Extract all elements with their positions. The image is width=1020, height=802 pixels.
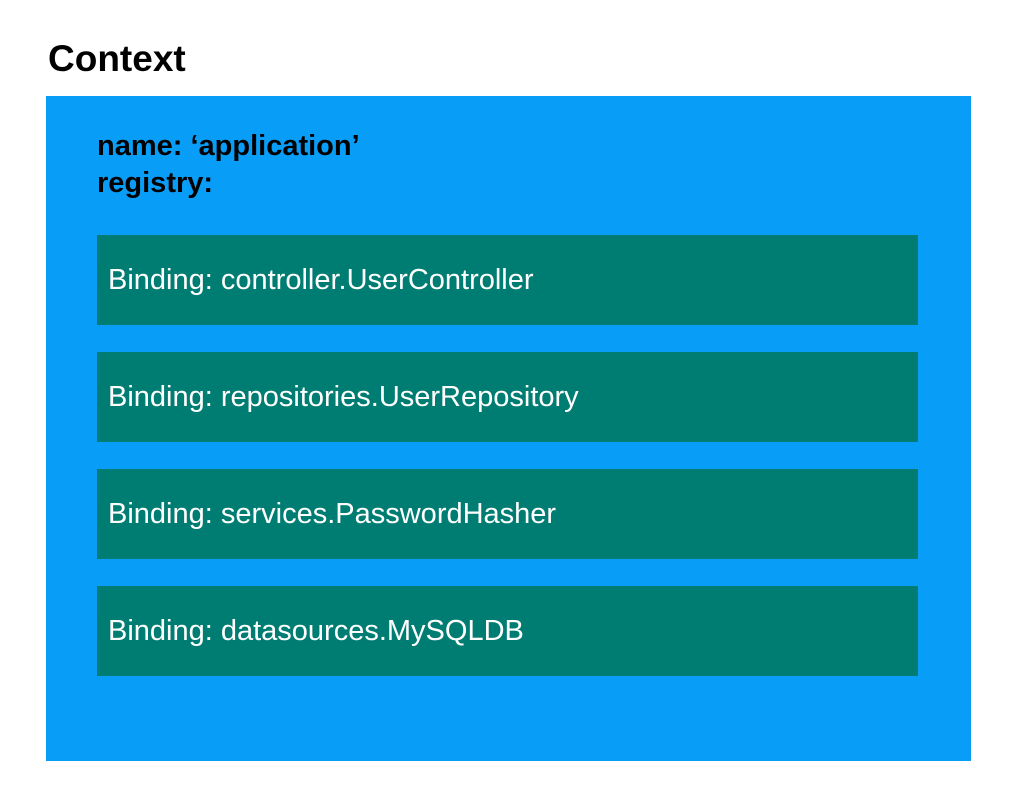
binding-box-user-controller: Binding: controller.UserController xyxy=(97,235,918,325)
binding-label: Binding: repositories.UserRepository xyxy=(108,380,579,413)
binding-label: Binding: services.PasswordHasher xyxy=(108,497,557,530)
binding-list: Binding: controller.UserController Bindi… xyxy=(46,235,971,676)
context-name-property: name: ‘application’ xyxy=(97,130,360,162)
page-title: Context xyxy=(48,38,186,79)
context-container: name: ‘application’ registry: Binding: c… xyxy=(46,96,971,761)
binding-label: Binding: controller.UserController xyxy=(108,263,534,296)
binding-box-mysql-db: Binding: datasources.MySQLDB xyxy=(97,586,918,676)
binding-box-password-hasher: Binding: services.PasswordHasher xyxy=(97,469,918,559)
context-properties: name: ‘application’ registry: xyxy=(46,96,971,202)
context-registry-property: registry: xyxy=(97,167,214,199)
binding-box-user-repository: Binding: repositories.UserRepository xyxy=(97,352,918,442)
binding-label: Binding: datasources.MySQLDB xyxy=(108,614,524,647)
